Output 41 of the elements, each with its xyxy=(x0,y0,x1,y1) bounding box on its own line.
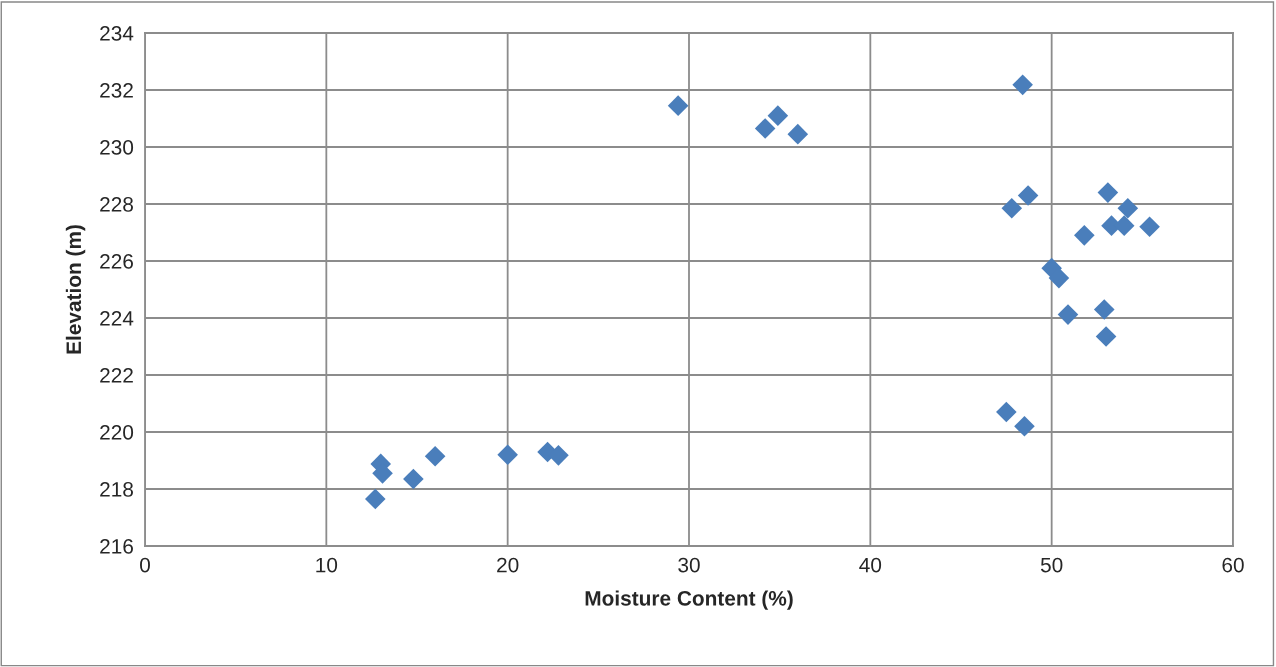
y-tick-label: 220 xyxy=(100,425,134,440)
x-tick-label: 20 xyxy=(497,557,519,573)
point xyxy=(548,445,569,466)
point xyxy=(667,95,689,116)
point xyxy=(1093,299,1115,320)
x-tick-label: 50 xyxy=(1040,557,1063,573)
x-tick-label: 30 xyxy=(678,557,700,573)
point xyxy=(996,401,1017,423)
x-tick-label: 40 xyxy=(859,557,882,573)
y-tick-label: 218 xyxy=(100,482,133,497)
point xyxy=(1117,197,1139,219)
x-tick-label: 0 xyxy=(140,557,150,573)
point xyxy=(424,445,446,467)
y-tick-label: 232 xyxy=(100,83,133,98)
x-axis-title: Moisture Content (%) xyxy=(585,590,793,610)
y-tick-label: 216 xyxy=(100,539,133,554)
y-tick-label: 224 xyxy=(100,311,134,326)
point xyxy=(364,488,386,510)
y-tick-label: 228 xyxy=(100,197,133,212)
x-tick-label: 10 xyxy=(316,557,338,573)
point xyxy=(1017,185,1039,206)
point xyxy=(1048,267,1070,289)
y-tick-label: 234 xyxy=(100,26,134,41)
point xyxy=(1001,197,1023,219)
point xyxy=(767,105,789,126)
point xyxy=(1014,416,1035,437)
point xyxy=(787,123,809,145)
y-tick-label: 230 xyxy=(100,140,134,155)
y-tick-label: 222 xyxy=(100,368,133,383)
point xyxy=(1012,74,1033,96)
point xyxy=(1095,326,1117,347)
y-tick-label: 226 xyxy=(100,254,133,269)
point xyxy=(1097,182,1119,203)
x-tick-label: 60 xyxy=(1222,557,1244,573)
y-axis-title: Elevation (m) xyxy=(65,225,86,354)
point xyxy=(1057,304,1079,325)
point xyxy=(1139,216,1160,238)
point xyxy=(754,118,776,139)
point xyxy=(403,468,424,490)
point xyxy=(497,444,518,466)
point xyxy=(1074,225,1095,246)
